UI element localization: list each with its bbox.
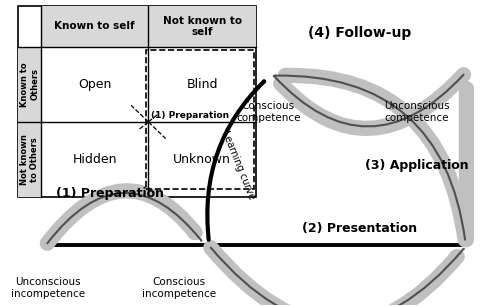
- Text: Unknown: Unknown: [174, 153, 231, 166]
- FancyArrowPatch shape: [48, 193, 202, 243]
- FancyArrowPatch shape: [281, 75, 464, 129]
- FancyArrowPatch shape: [211, 248, 464, 306]
- Bar: [18, 6, 256, 197]
- FancyArrowPatch shape: [274, 75, 464, 126]
- Text: (2) Presentation: (2) Presentation: [302, 222, 418, 235]
- Text: Blind: Blind: [186, 78, 218, 91]
- FancyArrowPatch shape: [48, 191, 195, 243]
- Bar: [18, 47, 40, 122]
- Bar: [146, 50, 254, 189]
- Bar: [40, 6, 256, 47]
- Text: Not known
to Others: Not known to Others: [20, 134, 40, 185]
- Text: (3) Application: (3) Application: [365, 159, 469, 172]
- Text: Open: Open: [78, 78, 111, 91]
- Text: Conscious
competence: Conscious competence: [236, 101, 300, 123]
- Text: (4) Follow-up: (4) Follow-up: [308, 26, 412, 40]
- Bar: [18, 122, 40, 197]
- Text: Not known to
self: Not known to self: [162, 16, 242, 37]
- Text: (1) Preparation: (1) Preparation: [151, 111, 229, 120]
- FancyArrowPatch shape: [211, 248, 457, 306]
- Text: Conscious
incompetence: Conscious incompetence: [142, 277, 216, 299]
- Text: Known to
Others: Known to Others: [20, 62, 40, 107]
- Text: Learning curve: Learning curve: [220, 129, 257, 201]
- Text: (1) Preparation: (1) Preparation: [56, 188, 164, 200]
- Text: Hidden: Hidden: [72, 153, 117, 166]
- Text: Known to self: Known to self: [54, 21, 135, 32]
- Text: Unconscious
competence: Unconscious competence: [384, 101, 450, 123]
- FancyArrowPatch shape: [286, 75, 465, 240]
- Text: Unconscious
incompetence: Unconscious incompetence: [11, 277, 85, 299]
- FancyArrowPatch shape: [208, 81, 264, 240]
- FancyArrowPatch shape: [276, 76, 465, 240]
